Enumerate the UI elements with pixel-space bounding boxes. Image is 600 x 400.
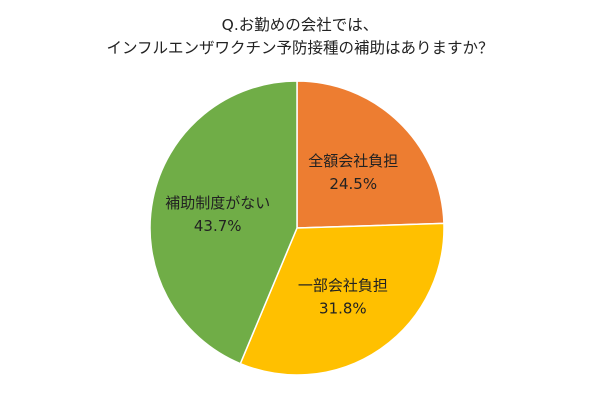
slice-label-no-subsidy: 補助制度がない	[165, 194, 270, 212]
slice-value-no-subsidy: 43.7%	[194, 217, 242, 235]
pie-slice-full-company-paid	[296, 80, 445, 229]
chart-title-line-2: インフルエンザワクチン予防接種の補助はありますか？	[106, 39, 494, 57]
slice-label-full-company-paid: 全額会社負担	[308, 152, 398, 170]
chart-title: Q.お勤めの会社では、 インフルエンザワクチン予防接種の補助はありますか？	[0, 14, 600, 60]
pie-slice-no-subsidy	[149, 80, 298, 365]
slice-value-partial-company-paid: 31.8%	[319, 300, 367, 318]
slice-label-partial-company-paid: 一部会社負担	[298, 277, 388, 295]
pie-slice-partial-company-paid	[239, 222, 445, 376]
slice-value-full-company-paid: 24.5%	[329, 175, 377, 193]
chart-title-line-1: Q.お勤めの会社では、	[221, 16, 379, 34]
